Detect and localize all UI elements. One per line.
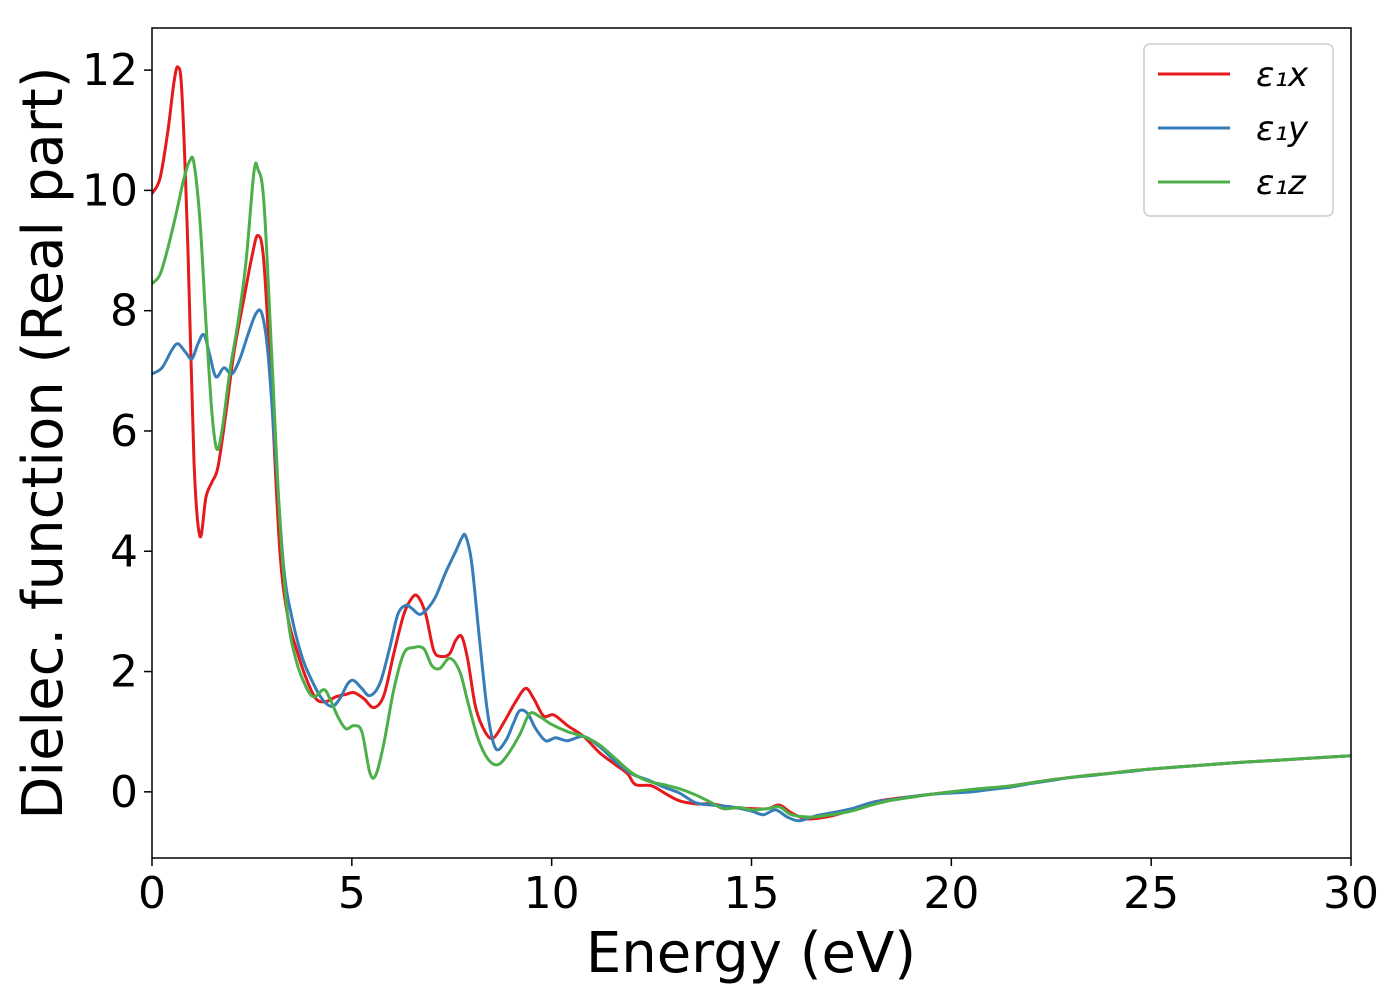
- y-axis-label: Dielec. function (Real part): [11, 66, 76, 819]
- x-axis: 0 5 10 15 20 25 30: [138, 858, 1379, 919]
- y-tick-label: 2: [110, 647, 138, 698]
- x-tick-label: 5: [338, 868, 366, 919]
- y-tick-label: 10: [82, 165, 138, 216]
- series-layer: [152, 65, 1351, 823]
- series-line-3: [152, 155, 1351, 819]
- y-tick-label: 12: [82, 45, 138, 96]
- y-tick-label: 6: [110, 406, 138, 457]
- x-tick-label: 10: [524, 868, 580, 919]
- y-tick-label: 0: [110, 767, 138, 818]
- y-axis: 0 2 4 6 8 10 12: [82, 45, 152, 818]
- series-line-2: [152, 308, 1351, 823]
- y-tick-label: 8: [110, 286, 138, 337]
- legend-label-1: ε₁x: [1256, 55, 1309, 95]
- legend-label-3: ε₁z: [1256, 163, 1307, 203]
- y-tick-label: 4: [110, 526, 138, 577]
- x-tick-label: 25: [1123, 868, 1179, 919]
- x-tick-label: 20: [923, 868, 979, 919]
- legend-box: [1143, 43, 1334, 217]
- legend-label-2: ε₁y: [1256, 109, 1309, 149]
- x-axis-label: Energy (eV): [586, 921, 916, 986]
- legend: ε₁x ε₁y ε₁z: [1143, 43, 1334, 217]
- x-tick-label: 0: [138, 868, 166, 919]
- x-tick-label: 15: [724, 868, 780, 919]
- x-tick-label: 30: [1323, 868, 1379, 919]
